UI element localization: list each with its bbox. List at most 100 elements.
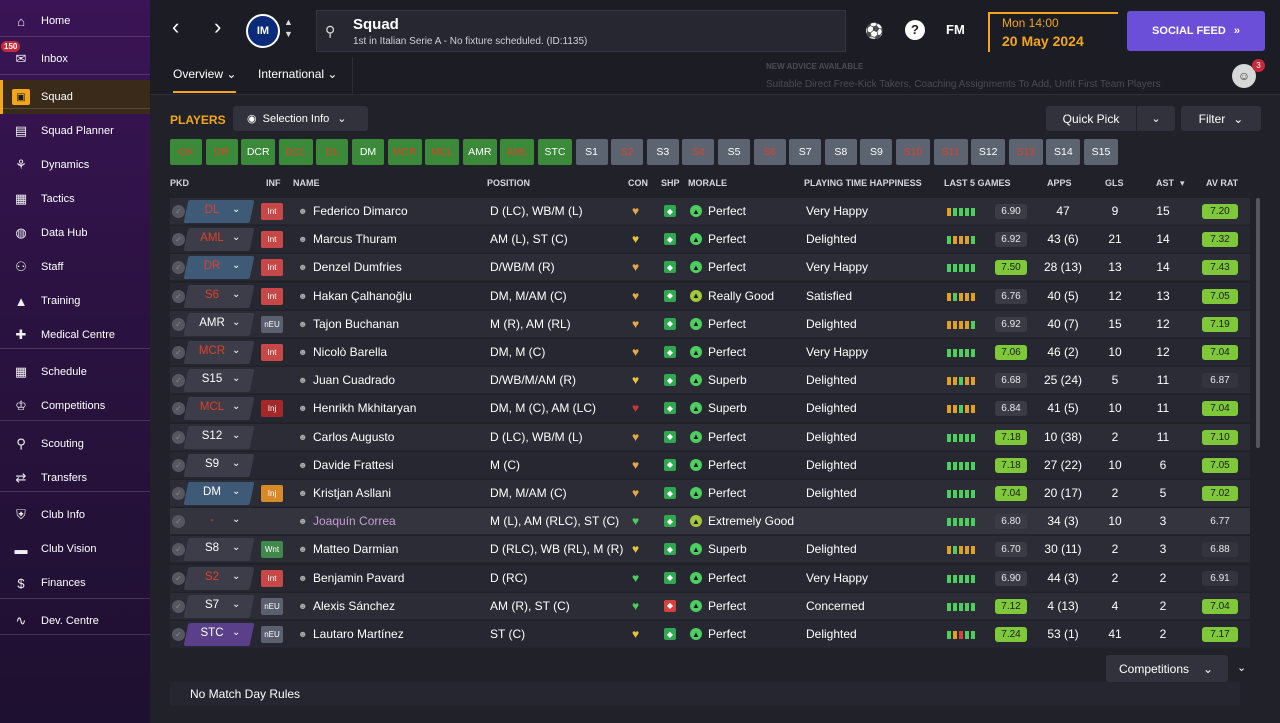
col-inf[interactable]: INF [266,178,281,188]
pick-tick-icon[interactable]: ✓ [172,346,185,359]
pick-tick-icon[interactable]: ✓ [172,487,185,500]
position-chip-s3[interactable]: S3 [646,139,679,165]
sidebar-item-training[interactable]: ▲ Training [0,284,150,318]
forward-arrow-icon[interactable]: › [214,14,222,39]
pick-tick-icon[interactable]: ✓ [172,402,185,416]
pick-tick-icon[interactable]: ✓ [172,458,185,472]
chevron-down-icon[interactable]: ⌄ [232,288,241,300]
back-arrow-icon[interactable]: ‹ [172,14,180,39]
trophy-ball-icon[interactable]: ⚽ [865,23,884,40]
position-chip-s13[interactable]: S13 [1008,139,1043,165]
pick-tick-icon[interactable]: ✓ [172,430,185,444]
position-chip-s5[interactable]: S5 [718,139,750,165]
player-name[interactable]: Denzel Dumfries [313,260,402,275]
sort-desc-icon[interactable]: ▾ [1180,178,1185,188]
pick-tick-icon[interactable]: ✓ [172,261,185,275]
position-chip-dcr[interactable]: DCR [241,139,276,165]
chevron-down-icon[interactable]: ⌄ [232,401,241,413]
pick-tick-icon[interactable]: ✓ [172,317,185,331]
col-position[interactable]: POSITION [487,178,531,188]
col-last-5-games[interactable]: LAST 5 GAMES [944,178,1011,188]
pick-tick-icon[interactable]: ✓ [172,628,185,641]
player-row[interactable]: ✓ DL ⌄ Int ☻ Federico Dimarco D (LC), WB/M (L)… [170,198,1250,225]
pick-tick-icon[interactable]: ✓ [172,543,185,557]
chevron-down-icon[interactable]: ⌄ [232,570,241,582]
player-row[interactable]: ✓ - ⌄ ☻ Joaquín Correa M (L), AM (RLC), ST (C… [170,508,1250,536]
player-name[interactable]: Juan Cuadrado [313,373,396,388]
col-shp[interactable]: SHP [661,178,680,188]
chevron-down-icon[interactable]: ⌄ [232,429,241,441]
position-chip-dl[interactable]: DL [316,139,349,165]
advice-heading[interactable]: NEW ADVICE AVAILABLE [766,62,864,71]
col-morale[interactable]: MORALE [688,178,727,188]
player-name[interactable]: Alexis Sánchez [313,598,396,613]
col-playing-time-happiness[interactable]: PLAYING TIME HAPPINESS [804,178,922,188]
player-row[interactable]: ✓ S12 ⌄ ☻ Carlos Augusto D (LC), WB/M (L) ♥ ◆ ▲ P… [170,423,1250,451]
position-chip-s15[interactable]: S15 [1084,139,1118,165]
position-chip-s11[interactable]: S11 [933,139,968,165]
sidebar-item-club-info[interactable]: ⛨ Club Info [0,498,150,532]
sidebar-item-schedule[interactable]: ▦ Schedule [0,355,150,389]
sidebar-item-scouting[interactable]: ⚲ Scouting [0,427,150,461]
player-name[interactable]: Kristjan Asllani [313,486,392,500]
player-row[interactable]: ✓ MCR ⌄ Int ☻ Nicolò Barella DM, M (C) ♥ ◆ ▲ Perfe… [170,339,1250,366]
player-row[interactable]: ✓ DM ⌄ Inj ☻ Kristjan Asllani DM, M/AM (C) ♥ ◆ ▲ P… [170,480,1250,507]
position-chip-aml[interactable]: AML [500,139,535,165]
filter-button[interactable]: Filter ⌄ [1181,106,1261,131]
player-name[interactable]: Henrikh Mkhitaryan [313,401,417,416]
pick-tick-icon[interactable]: ✓ [172,233,185,247]
pick-tick-icon[interactable]: ✓ [172,374,185,388]
pick-tick-icon[interactable]: ✓ [172,515,185,529]
pick-tick-icon[interactable]: ✓ [172,289,185,303]
player-row[interactable]: ✓ S6 ⌄ Int ☻ Hakan Çalhanoğlu DM, M/AM (C) ♥ ◆ ▲ R… [170,282,1250,310]
player-row[interactable]: ✓ S8 ⌄ Wnt ☻ Matteo Darmian D (RLC), WB (RL), … [170,536,1250,564]
club-switch-icon[interactable]: ▲ ▼ [284,17,293,39]
col-con[interactable]: CON [628,178,648,188]
pick-tick-icon[interactable]: ✓ [172,599,185,613]
player-row[interactable]: ✓ S15 ⌄ ☻ Juan Cuadrado D/WB/M/AM (R) ♥ ◆ ▲ Super… [170,367,1250,395]
search-box[interactable]: ⚲ Squad 1st in Italian Serie A - No fixt… [316,10,846,52]
player-name[interactable]: Federico Dimarco [313,204,408,218]
sidebar-item-finances[interactable]: $ Finances [0,566,150,600]
chevron-down-icon[interactable]: ⌄ [232,232,241,244]
position-chip-amr[interactable]: AMR [462,139,497,165]
chevron-down-icon[interactable]: ⌄ [232,373,241,385]
sidebar-item-inbox[interactable]: ✉ Inbox [0,42,150,76]
sidebar-item-medical-centre[interactable]: ✚ Medical Centre [0,318,150,352]
selection-info-button[interactable]: ◉ Selection Info ⌄ [233,106,368,131]
help-icon[interactable]: ? [905,20,925,40]
player-row[interactable]: ✓ S7 ⌄ nEU ☻ Alexis Sánchez AM (R), ST (C) ♥ ◆ ▲ P… [170,592,1250,620]
position-chip-s14[interactable]: S14 [1046,139,1081,165]
player-name[interactable]: Nicolò Barella [313,345,388,359]
chevron-down-icon[interactable]: ⌄ [232,627,241,638]
pick-tick-icon[interactable]: ✓ [172,571,185,585]
sidebar-item-competitions[interactable]: ♔ Competitions [0,389,150,423]
chevron-down-icon[interactable]: ⌄ [232,204,241,215]
player-row[interactable]: ✓ STC ⌄ nEU ☻ Lautaro Martínez ST (C) ♥ ◆ ▲ Perfec… [170,621,1250,648]
position-chip-mcl[interactable]: MCL [425,139,460,165]
chevron-down-icon[interactable]: ⌄ [232,514,241,526]
sidebar-item-squad-planner[interactable]: ▤ Squad Planner [0,114,150,148]
position-chip-s8[interactable]: S8 [824,139,857,165]
quick-pick-dropdown[interactable]: ⌄ [1137,106,1175,131]
chevron-down-icon[interactable]: ⌄ [232,486,241,497]
position-chip-dcl[interactable]: DCL [278,139,313,165]
col-pkd[interactable]: PKD [170,178,190,188]
player-row[interactable]: ✓ MCL ⌄ Inj ☻ Henrikh Mkhitaryan DM, M (C), AM… [170,395,1250,423]
col-name[interactable]: NAME [293,178,320,188]
sidebar-item-club-vision[interactable]: ▬ Club Vision [0,532,150,566]
position-chip-s2[interactable]: S2 [611,139,644,165]
player-name[interactable]: Lautaro Martínez [313,627,404,641]
player-row[interactable]: ✓ AML ⌄ Int ☻ Marcus Thuram AM (L), ST (C) ♥ ◆ ▲ P… [170,226,1250,254]
position-chip-s7[interactable]: S7 [789,139,822,165]
pick-tick-icon[interactable]: ✓ [172,205,185,218]
sidebar-item-dynamics[interactable]: ⚘ Dynamics [0,148,150,182]
chevron-down-icon[interactable]: ⌄ [232,260,241,272]
sidebar-item-data-hub[interactable]: ◍ Data Hub [0,216,150,250]
player-name[interactable]: Joaquín Correa [313,514,396,529]
player-name[interactable]: Marcus Thuram [313,232,397,247]
quick-pick-button[interactable]: Quick Pick [1046,106,1136,131]
social-feed-button[interactable]: SOCIAL FEED » [1127,11,1265,51]
position-chip-s1[interactable]: S1 [575,139,608,165]
col-ast[interactable]: AST [1156,178,1174,188]
